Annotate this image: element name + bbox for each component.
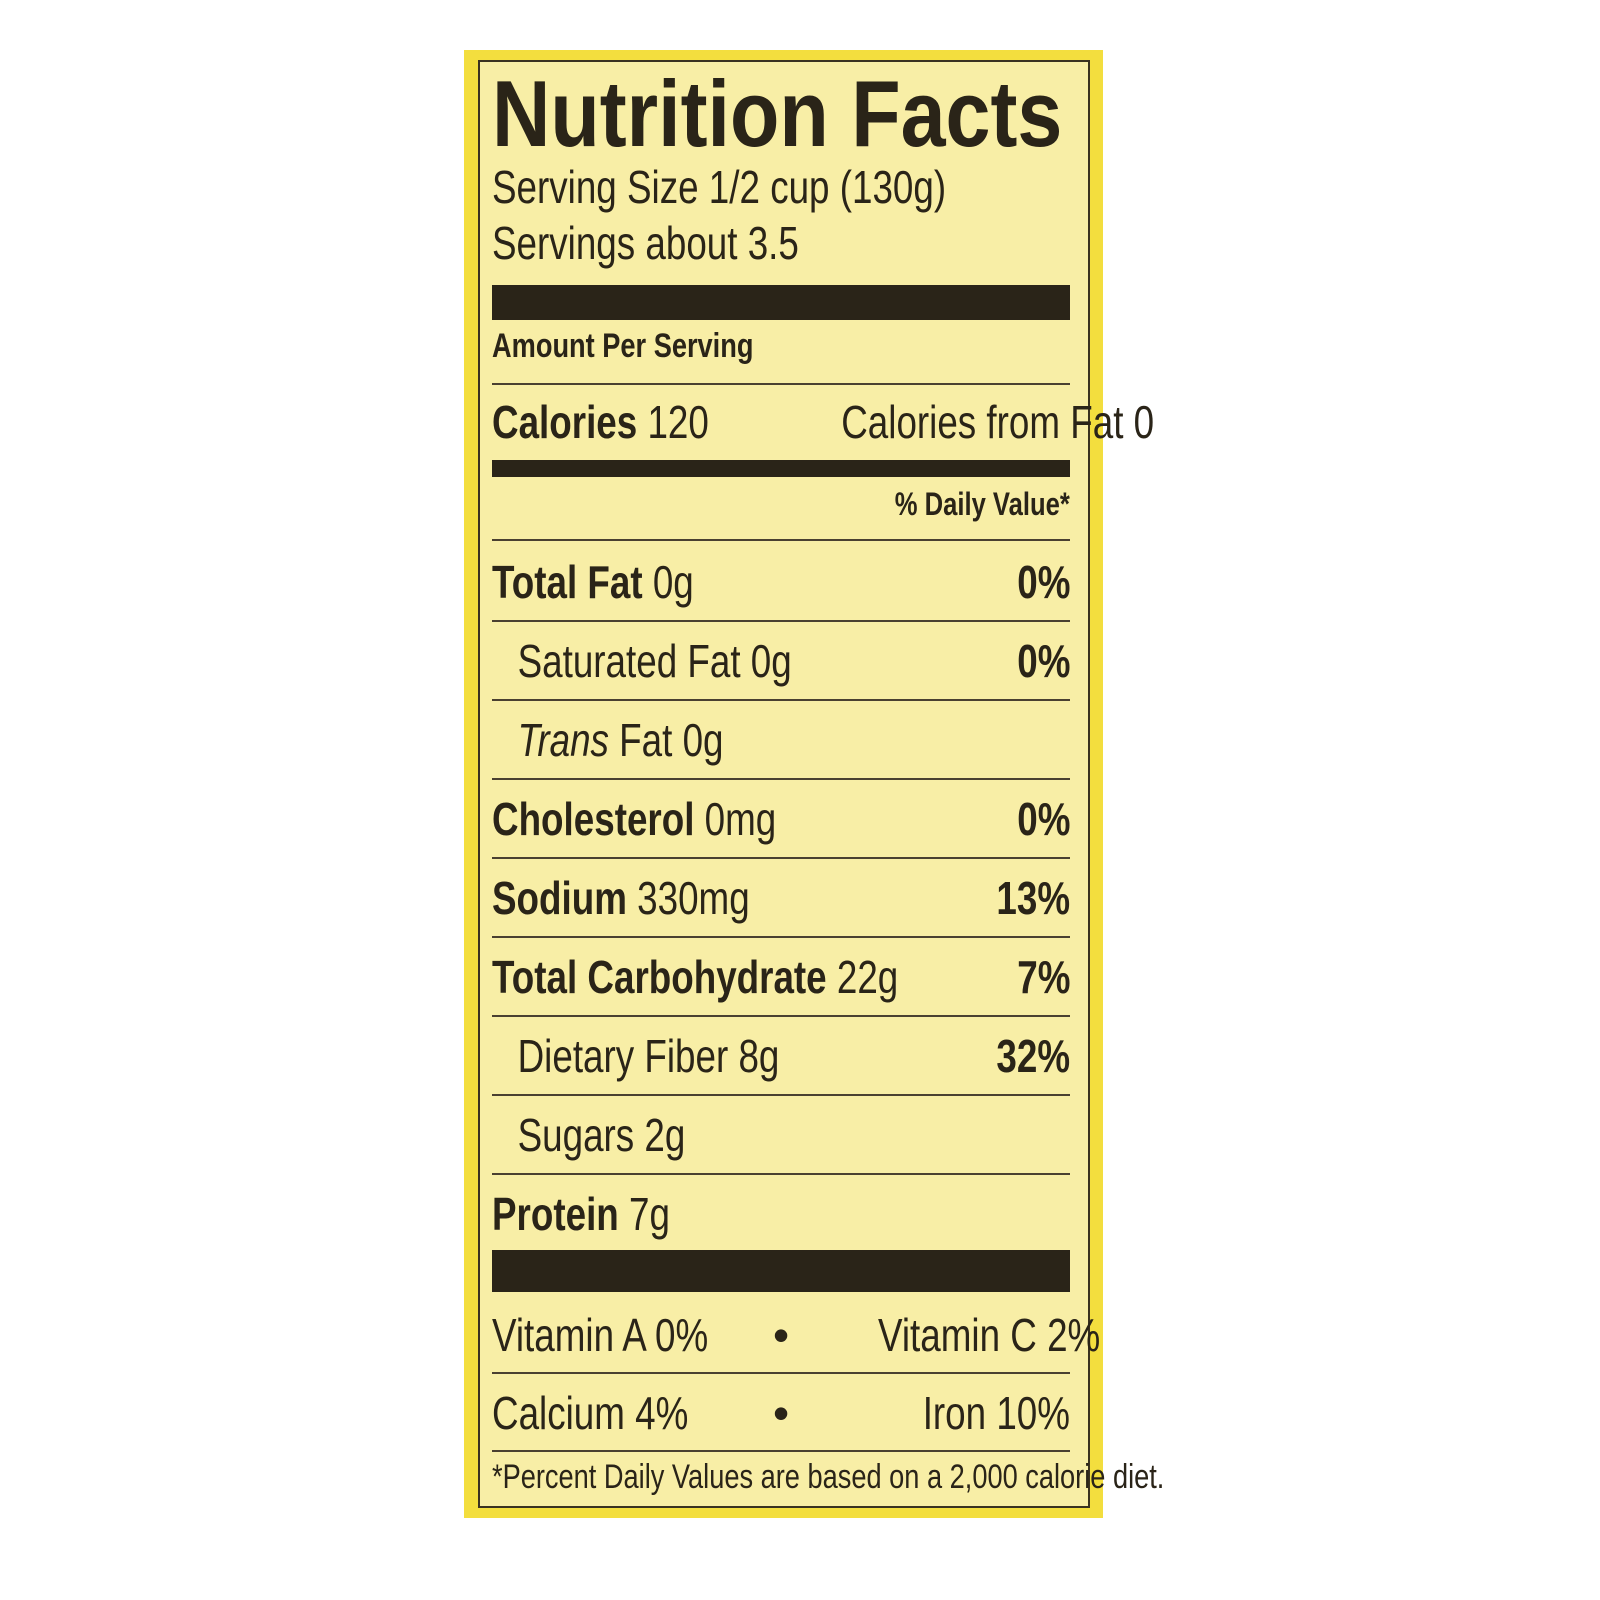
nutrient-amount: 22g [836,951,899,1003]
nutrient-row: Trans Fat 0g [492,702,1070,778]
nutrient-amount: 0mg [704,793,777,845]
nutrient-label: Total Fat [492,556,643,608]
vitamin-left: Vitamin A 0% [492,1309,709,1361]
nutrient-daily-value: 32% [996,1030,1070,1082]
nutrient-row: Sugars 2g [492,1097,1070,1173]
nutrient-amount: 330mg [637,872,750,924]
vitamin-row: Calcium 4% • Iron 10% [492,1378,1070,1448]
nutrient-daily-value: 13% [996,872,1070,924]
nutrient-amount: 7g [629,1188,670,1240]
divider [492,1450,1070,1452]
footnote: *Percent Daily Values are based on a 2,0… [492,1457,1165,1496]
nutrient-amount: 0g [682,714,724,766]
nutrient-amount: 0g [750,635,792,687]
nutrient-row: Protein 7g [492,1176,1070,1252]
nutrient-label: Fat [619,714,673,766]
nutrient-row: Sodium 330mg 13% [492,860,1070,936]
divider [492,539,1070,541]
nutrient-amount: 0g [652,556,694,608]
nutrient-label: Sodium [492,872,627,924]
vitamin-left: Calcium 4% [492,1387,689,1439]
divider [492,857,1070,859]
nutrient-amount: 8g [738,1030,780,1082]
nutrient-prefix: Trans [517,714,609,766]
calories-row: Calories 120 Calories from Fat 0 [492,396,1155,448]
vitamin-right: Iron 10% [922,1387,1070,1439]
serving-size: Serving Size 1/2 cup (130g) [492,161,947,213]
amount-per-serving: Amount Per Serving [492,326,754,365]
divider [492,1015,1070,1017]
nutrient-row: Total Carbohydrate 22g 7% [492,939,1070,1015]
divider [492,383,1070,385]
vitamin-right: Vitamin C 2% [877,1309,1101,1361]
nutrient-label: Dietary Fiber [517,1030,729,1082]
servings-per-container: Servings about 3.5 [492,217,799,269]
divider [492,1173,1070,1175]
medium-divider [492,460,1070,477]
vitamin-row: Vitamin A 0% • Vitamin C 2% [492,1300,1101,1370]
nutrient-daily-value: 0% [1016,793,1070,845]
daily-value-header: % Daily Value* [894,485,1070,522]
separator-dot: • [772,1387,790,1439]
divider [492,936,1070,938]
nutrient-label: Sugars [517,1109,635,1161]
label-title: Nutrition Facts [492,61,1063,166]
nutrient-daily-value: 0% [1016,556,1070,608]
nutrient-label: Saturated Fat [517,635,741,687]
thick-divider [492,1250,1070,1292]
separator-dot: • [772,1309,790,1361]
thick-divider [492,285,1070,320]
nutrient-row: Cholesterol 0mg 0% [492,781,1070,857]
nutrition-facts-label: Nutrition Facts Serving Size 1/2 cup (13… [478,60,1165,1508]
divider [492,778,1070,780]
divider [492,1094,1070,1096]
nutrient-amount: 2g [644,1109,686,1161]
nutrient-row: Dietary Fiber 8g 32% [492,1018,1070,1094]
nutrient-label: Cholesterol [492,793,695,845]
nutrient-daily-value: 0% [1016,635,1070,687]
divider [492,699,1070,701]
divider [492,1372,1070,1374]
nutrient-row: Total Fat 0g 0% [492,544,1070,620]
nutrient-label: Protein [492,1188,619,1240]
nutrient-label: Total Carbohydrate [492,951,827,1003]
nutrient-row: Saturated Fat 0g 0% [492,623,1070,699]
nutrient-daily-value: 7% [1016,951,1070,1003]
divider [492,620,1070,622]
